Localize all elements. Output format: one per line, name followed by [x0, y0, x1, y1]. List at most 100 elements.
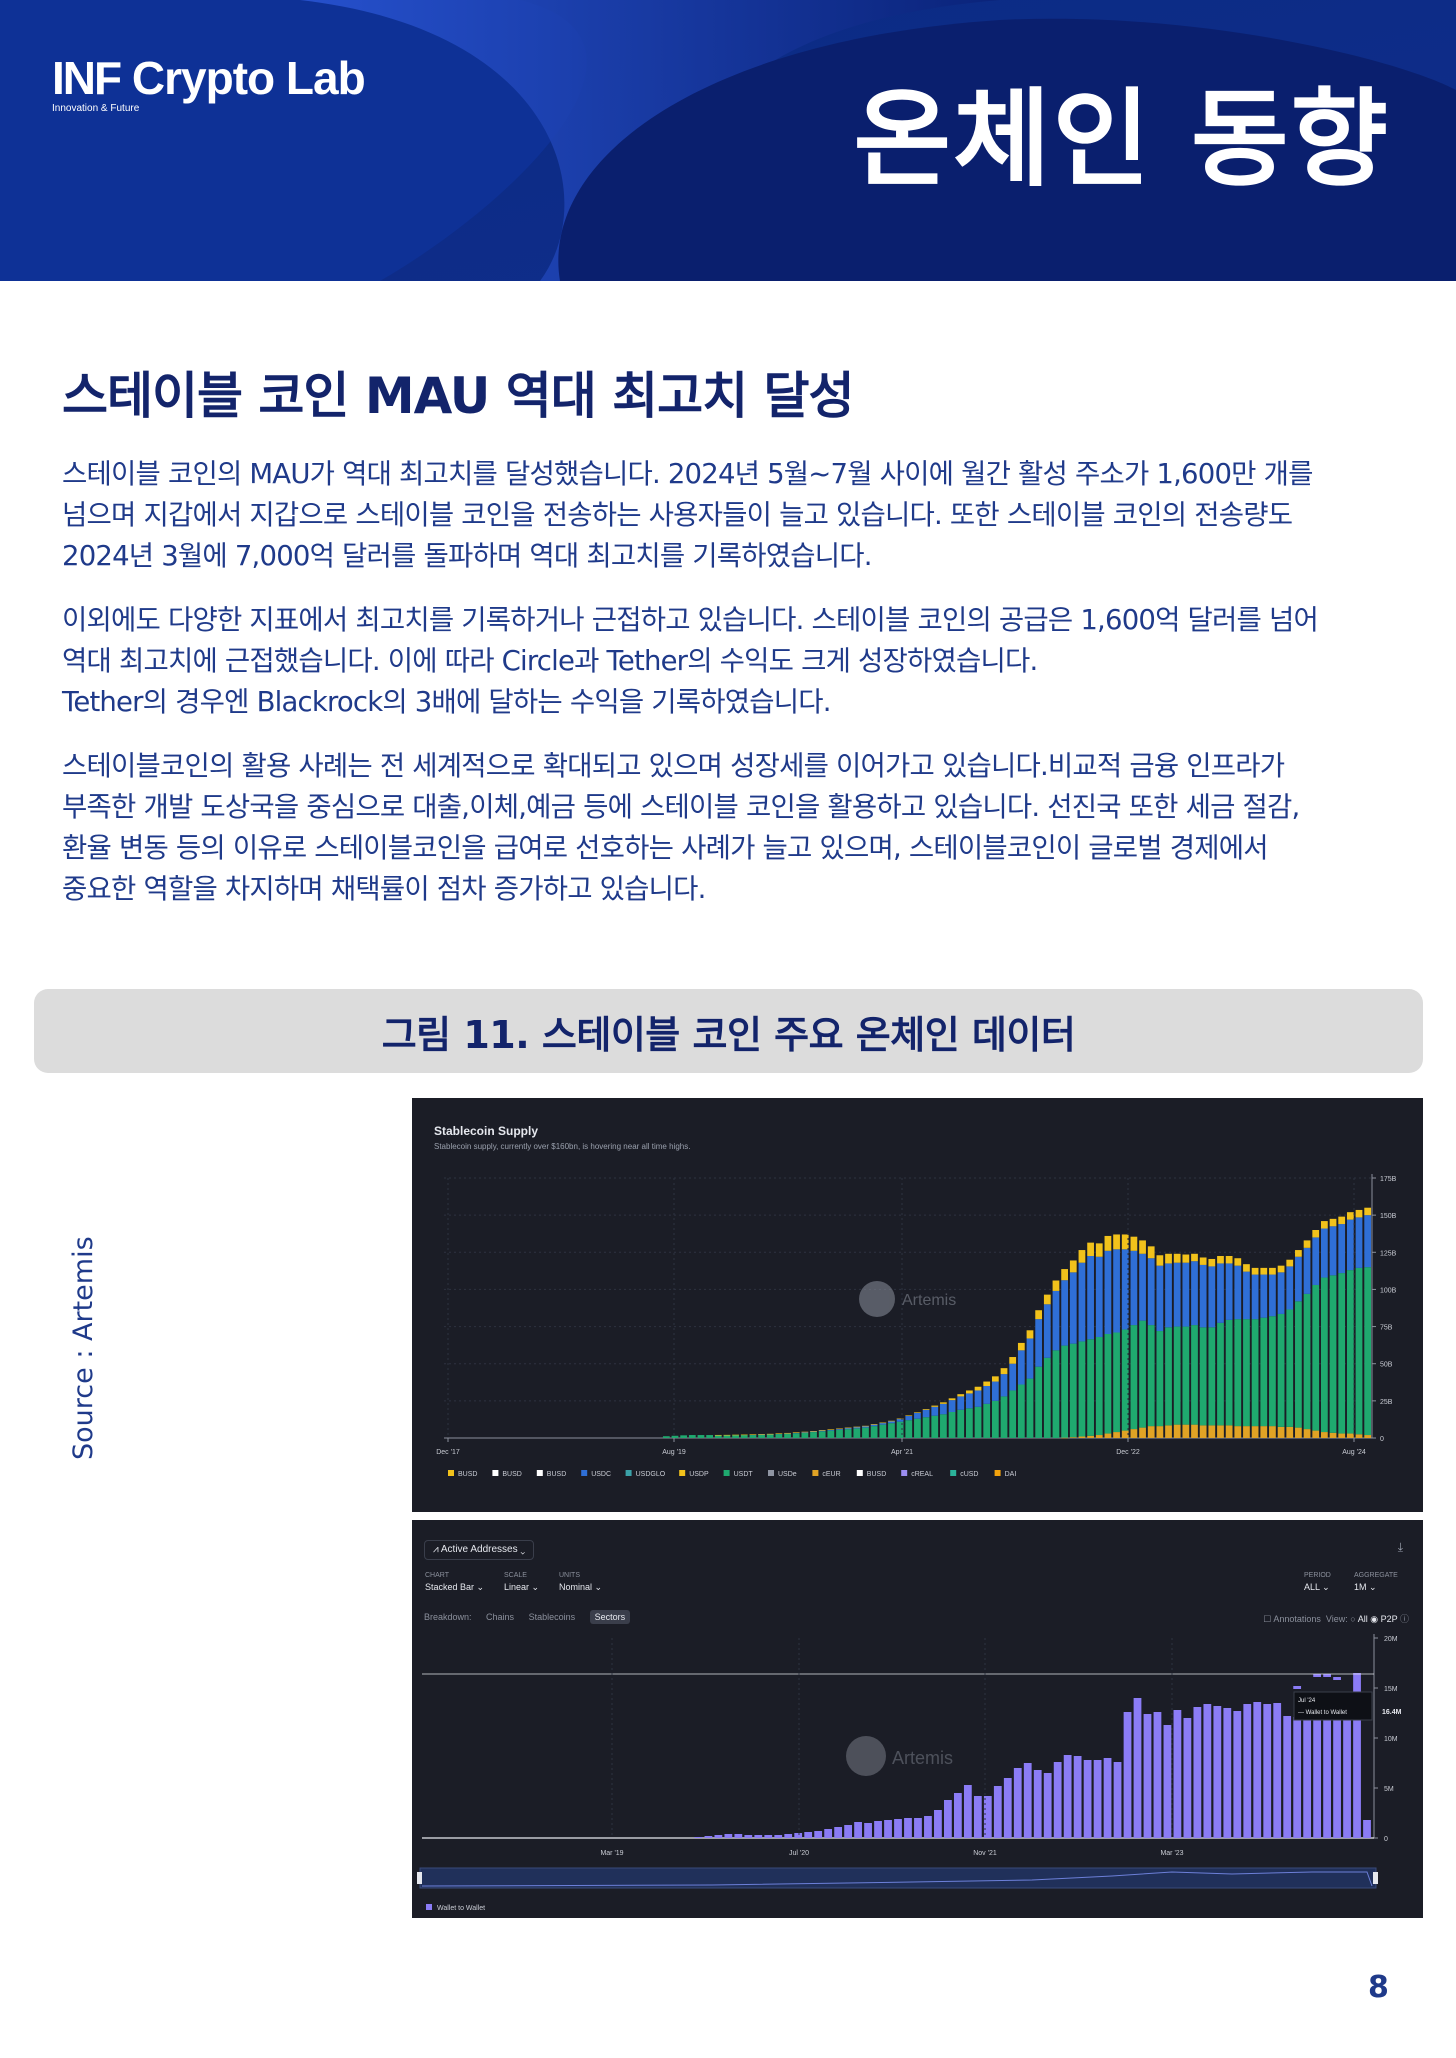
address-bar	[1033, 1770, 1042, 1838]
bar-segment-dai	[1364, 1207, 1372, 1216]
bar-segment-usdt	[1338, 1273, 1346, 1434]
view-all-radio[interactable]: ○	[1350, 1614, 1356, 1624]
breakdown-sectors[interactable]: Sectors	[589, 1610, 631, 1624]
watermark-text: Artemis	[902, 1292, 956, 1309]
address-bar	[1313, 1715, 1322, 1838]
y-tick-label: 0	[1384, 1836, 1388, 1843]
address-bar	[694, 1837, 703, 1838]
annotations-checkbox[interactable]: ☐	[1263, 1614, 1272, 1624]
breakdown-chains[interactable]: Chains	[486, 1612, 515, 1622]
address-bar	[1363, 1820, 1371, 1838]
aggregate-select[interactable]: AGGREGATE 1M ⌄	[1354, 1572, 1398, 1593]
bar-segment-usdt	[1095, 1336, 1103, 1436]
address-bar	[944, 1800, 952, 1838]
bar-segment-usdt	[1191, 1325, 1198, 1425]
address-bar	[1273, 1703, 1282, 1838]
address-bar	[934, 1810, 942, 1838]
address-bar	[1083, 1760, 1092, 1838]
breakdown-stablecoins[interactable]: Stablecoins	[528, 1612, 576, 1622]
bar-segment-usdt	[801, 1432, 809, 1438]
bar-segment-usdc	[827, 1429, 835, 1431]
bar-segment-dai	[870, 1424, 878, 1425]
bar-segment-busd	[1165, 1425, 1172, 1438]
paragraph-line: 2024년 3월에 7,000억 달러를 돌파하며 역대 최고치를 기록하였습니…	[62, 540, 873, 572]
active-addresses-plot: 0 5M 10M 15M 20M Jul '24 — Wallet to Wallet 16.…	[417, 1634, 1402, 1912]
bar-segment-dai	[1069, 1260, 1077, 1273]
bar-segment-usdt	[1156, 1331, 1164, 1427]
units-select[interactable]: UNITS Nominal ⌄	[559, 1572, 602, 1593]
bar-segment-dai	[983, 1381, 991, 1386]
bar-segment-busd	[1303, 1429, 1311, 1438]
chart-type-select[interactable]: CHART Stacked Bar ⌄	[425, 1572, 484, 1593]
bar-segment-usdt	[1364, 1267, 1372, 1436]
range-brush-track	[419, 1867, 1377, 1889]
bar-segment-usdt	[1286, 1309, 1294, 1427]
chart-title: Stablecoin Supply	[434, 1124, 539, 1138]
bar-segment-usdc	[879, 1422, 887, 1425]
bar-segment-usdt	[749, 1434, 757, 1438]
legend-label: USDGLO	[636, 1471, 666, 1478]
period-select[interactable]: PERIOD ALL ⌄	[1304, 1572, 1331, 1593]
address-bar	[963, 1785, 972, 1838]
tooltip: Jul '24 — Wallet to Wallet	[1293, 1691, 1373, 1721]
bar-segment-dai	[1139, 1240, 1146, 1254]
view-p2p-radio[interactable]: ◉	[1370, 1614, 1379, 1624]
bar-segment-usdc	[931, 1406, 939, 1416]
y-tick-label: 175B	[1380, 1176, 1397, 1183]
bar-segment-dai	[1147, 1246, 1155, 1259]
legend-label: Wallet to Wallet	[437, 1905, 485, 1912]
logo-inf: INF	[52, 52, 122, 104]
info-icon[interactable]: ⓘ	[1399, 1614, 1409, 1624]
bar-segment-busd	[1243, 1426, 1250, 1438]
legend-swatch	[812, 1470, 819, 1476]
bar-segment-busd	[1061, 1437, 1068, 1439]
legend-label: cEUR	[822, 1471, 840, 1478]
address-bar	[1233, 1711, 1242, 1838]
bar-segment-dai	[1165, 1253, 1172, 1264]
bar-segment-usdc	[1243, 1271, 1250, 1320]
scale-select[interactable]: SCALE Linear ⌄	[504, 1572, 539, 1593]
section-title: 스테이블 코인 MAU 역대 최고치 달성	[62, 367, 855, 425]
chart-selector-dropdown[interactable]: ⩘ Active Addresses ⌄	[424, 1540, 535, 1560]
range-brush	[417, 1867, 1378, 1889]
legend-swatch	[492, 1470, 499, 1476]
range-brush-left-handle[interactable]	[417, 1872, 422, 1884]
address-bar	[1333, 1714, 1341, 1838]
bar-segment-usdc	[1251, 1274, 1259, 1320]
bar-segment-busd	[1312, 1430, 1320, 1438]
bar-segment-dai	[758, 1434, 765, 1435]
address-bar	[993, 1786, 1002, 1838]
bar-segment-usdc	[1113, 1249, 1120, 1333]
bar-segment-usdc	[1017, 1350, 1025, 1385]
address-bar	[714, 1835, 723, 1838]
y-tick-label: 20M	[1384, 1636, 1398, 1643]
y-tick-label: 5M	[1384, 1786, 1394, 1793]
address-bar	[1093, 1760, 1102, 1838]
option-key: CHART	[425, 1572, 449, 1579]
bar-segment-usdt	[740, 1434, 748, 1438]
legend-swatch	[679, 1470, 686, 1476]
address-bar	[914, 1818, 922, 1838]
bar-segment-usdc	[1338, 1224, 1346, 1274]
bar-segment-usdt	[1139, 1320, 1146, 1428]
bar-segment-dai	[948, 1398, 956, 1401]
address-bar	[1003, 1778, 1012, 1838]
bar-segment-dai	[766, 1433, 774, 1435]
bar-segment-usdc	[1009, 1363, 1017, 1391]
artemis-watermark: Artemis	[859, 1281, 956, 1317]
bar-segment-usdt	[758, 1434, 765, 1438]
address-bar	[804, 1832, 813, 1838]
download-icon[interactable]: ⤓	[1397, 1540, 1403, 1554]
inf-crypto-lab-logo: INF Crypto Lab Innovation & Future	[52, 52, 366, 114]
bar-segment-usdt	[991, 1400, 999, 1438]
bar-segment-busd	[1095, 1435, 1103, 1438]
bar-segment-dai	[1286, 1259, 1294, 1267]
x-tick-label: Mar '23	[1160, 1850, 1183, 1857]
bar-segment-dai	[1321, 1221, 1328, 1229]
range-brush-right-handle[interactable]	[1373, 1872, 1378, 1884]
address-bar	[1193, 1707, 1202, 1838]
address-bar	[973, 1796, 982, 1838]
address-bar	[824, 1829, 833, 1838]
breakdown-selector: Breakdown: Chains Stablecoins Sectors	[424, 1610, 642, 1624]
option-key: UNITS	[559, 1572, 580, 1579]
